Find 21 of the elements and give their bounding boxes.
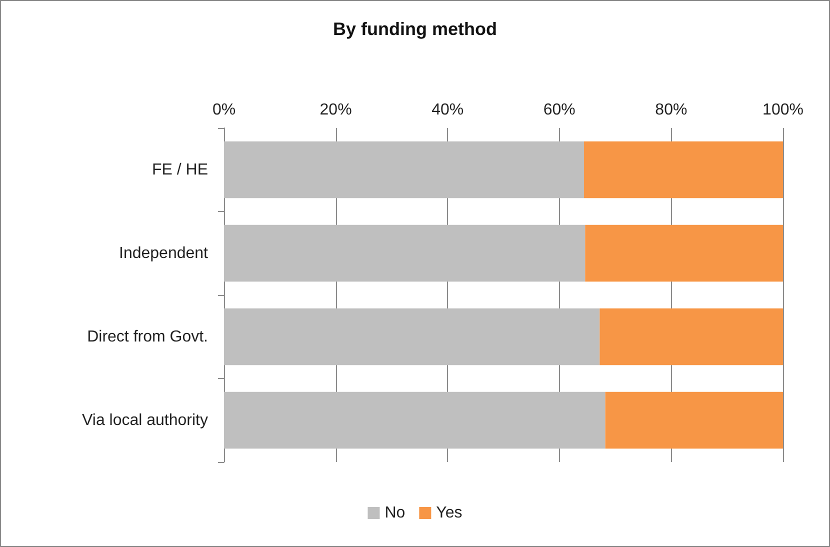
- bar: [585, 224, 783, 282]
- y-tick-label: Direct from Govt.: [87, 328, 208, 346]
- bar: [605, 392, 783, 449]
- y-tick-label: Independent: [119, 244, 209, 262]
- bar: [224, 141, 584, 198]
- x-tick-label: 80%: [655, 102, 688, 118]
- bar: [600, 308, 783, 366]
- bar: [224, 308, 600, 366]
- bar: [224, 224, 586, 282]
- x-tick-label: 40%: [432, 102, 464, 118]
- bar: [584, 141, 783, 198]
- x-tick-label: 100%: [762, 102, 804, 118]
- x-tick-label: 0%: [212, 102, 236, 118]
- x-tick-label: 60%: [543, 102, 576, 118]
- chart-title: By funding method: [333, 19, 497, 39]
- legend-label: No: [384, 504, 406, 522]
- y-tick-label: Via local authority: [82, 412, 208, 429]
- y-tick-label: FE / HE: [152, 161, 208, 178]
- legend-label: Yes: [436, 504, 462, 522]
- bar: [224, 392, 606, 449]
- x-tick-label: 20%: [320, 102, 352, 118]
